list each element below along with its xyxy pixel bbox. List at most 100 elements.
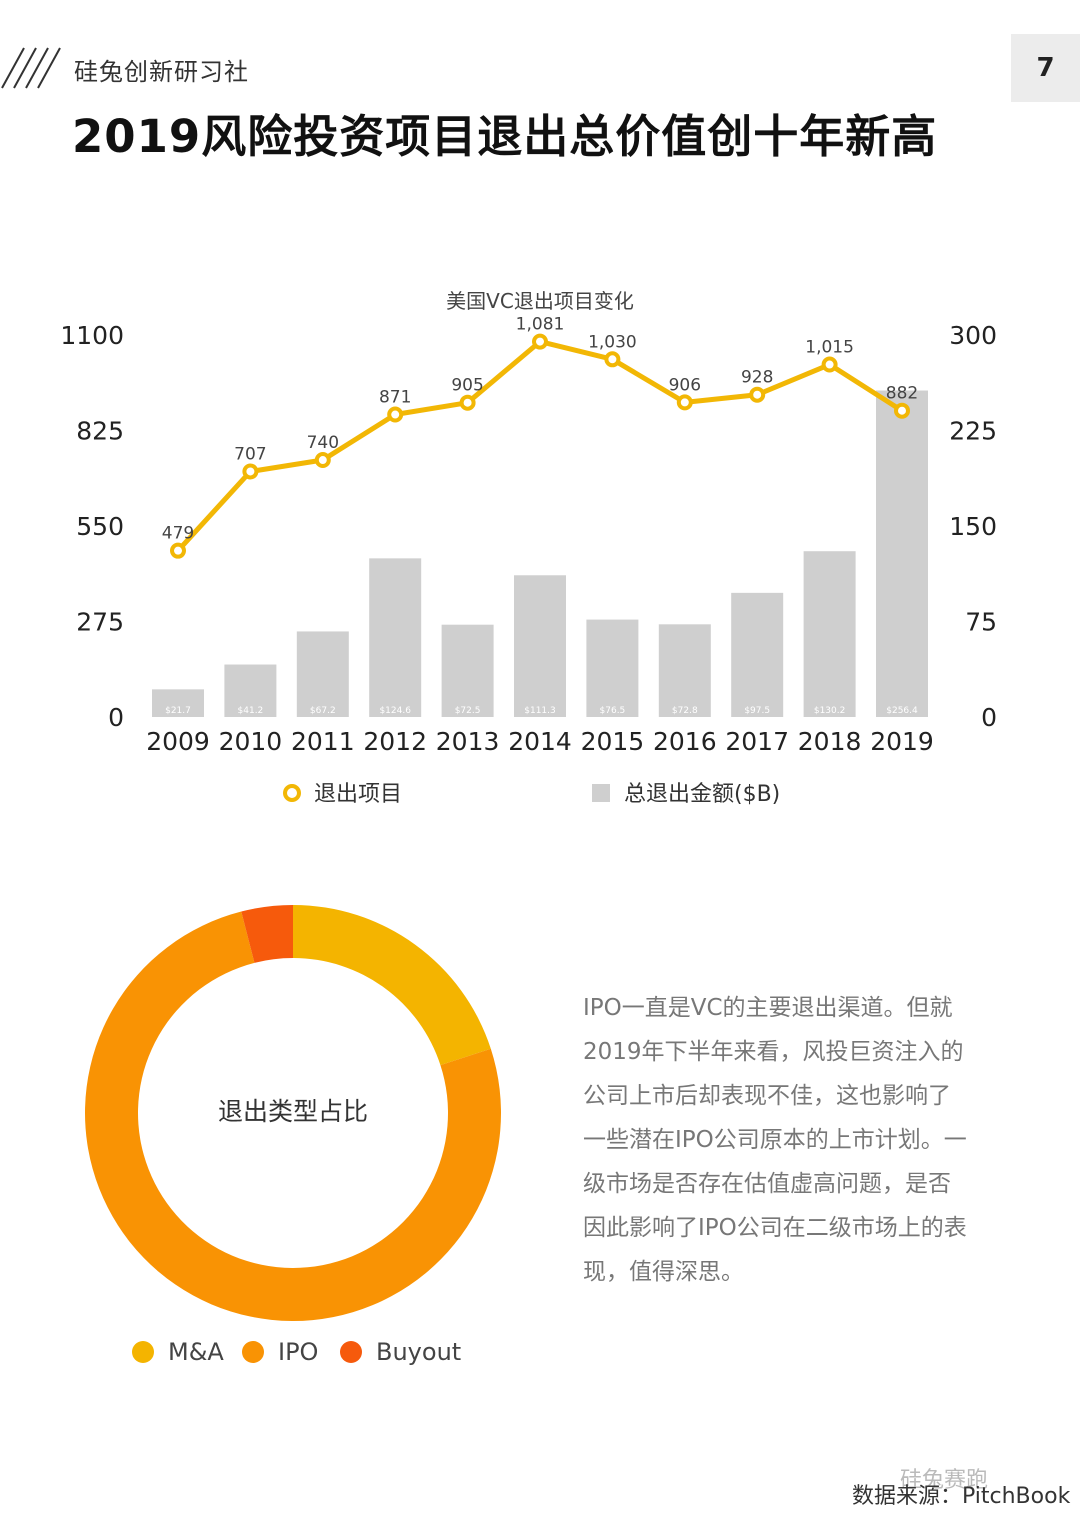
bar-value-label: $111.3 <box>524 706 556 716</box>
legend-ipo: IPO <box>242 1338 318 1366</box>
paragraph-line: 因此影响了IPO公司在二级市场上的表 <box>583 1215 967 1241</box>
paragraph-line: 级市场是否存在估值虚高问题，是否 <box>583 1171 951 1197</box>
legend-buyout-label: Buyout <box>376 1338 462 1366</box>
watermark: 硅兔赛跑 <box>900 1468 989 1493</box>
line-point-2009 <box>170 542 186 559</box>
donut-slice-buyout <box>241 905 293 963</box>
bar-2018 <box>803 551 856 717</box>
bar-value-label: $21.7 <box>165 706 191 716</box>
analysis-paragraph: IPO一直是VC的主要退出渠道。但就 2019年下半年来看，风投巨资注入的 公司… <box>583 986 1003 1294</box>
bar-value-label: $76.5 <box>600 706 626 716</box>
page-number: 7 <box>1011 34 1080 102</box>
line-point-2015 <box>604 351 621 368</box>
donut-chart <box>85 905 502 1321</box>
line-point-2017 <box>749 386 766 403</box>
left-axis-tick: 825 <box>76 417 124 446</box>
bar-2016 <box>658 624 711 717</box>
x-axis-tick: 2012 <box>363 727 427 756</box>
data-source: 数据来源：PitchBook <box>852 1484 1071 1509</box>
line-value-label: 905 <box>451 376 483 396</box>
bar-value-label: $124.6 <box>379 706 411 716</box>
line-point-2012 <box>387 406 404 423</box>
legend-ipo-dot <box>242 1341 264 1363</box>
legend-line-marker <box>283 784 301 802</box>
line-value-label: 928 <box>741 368 773 388</box>
left-axis-tick: 275 <box>76 608 124 637</box>
line-point-2018 <box>821 356 838 373</box>
right-axis-tick: 75 <box>965 608 997 637</box>
line-value-label: 906 <box>669 375 701 395</box>
x-axis-tick: 2013 <box>436 727 500 756</box>
legend-buyout-dot <box>340 1341 362 1363</box>
chart-title: 美国VC退出项目变化 <box>446 289 634 313</box>
exit-count-line <box>176 339 904 553</box>
bar-2009 <box>152 689 204 717</box>
x-axis-tick: 2017 <box>725 727 789 756</box>
bar-2010 <box>224 664 277 717</box>
brand-name: 硅兔创新研习社 <box>74 58 249 86</box>
right-axis-tick: 0 <box>981 703 997 732</box>
donut-slice-ma <box>293 905 491 1066</box>
x-axis-tick: 2019 <box>870 727 934 756</box>
page-number-text: 7 <box>1036 53 1055 83</box>
bar-line-chart: 美国VC退出项目变化 0 275 550 825 1100 0 75 150 225 300 $21.… <box>60 289 997 807</box>
legend-ipo-label: IPO <box>278 1338 319 1366</box>
legend-bar-marker <box>592 784 610 802</box>
bar-2014 <box>514 575 566 717</box>
paragraph-line: 公司上市后却表现不佳，这也影响了 <box>583 1083 951 1109</box>
line-point-2014 <box>532 333 548 350</box>
paragraph-line: IPO一直是VC的主要退出渠道。但就 <box>583 995 953 1021</box>
line-point-2016 <box>676 394 693 411</box>
legend-ma-dot <box>132 1341 154 1363</box>
x-axis-tick: 2015 <box>581 727 645 756</box>
line-value-label: 707 <box>234 444 266 464</box>
bar-2017 <box>731 592 784 717</box>
line-point-2019 <box>894 402 910 419</box>
line-point-2013 <box>459 394 476 411</box>
paragraph-line: 现，值得深思。 <box>583 1259 744 1285</box>
legend-ma: M&A <box>132 1338 224 1366</box>
x-axis-tick: 2010 <box>219 727 283 756</box>
x-axis-tick: 2011 <box>291 727 355 756</box>
line-value-label: 740 <box>307 433 339 453</box>
left-axis-tick: 1100 <box>60 321 124 350</box>
legend-buyout: Buyout <box>340 1338 461 1366</box>
bar-value-label: $97.5 <box>744 706 770 716</box>
right-axis-tick: 150 <box>949 512 997 541</box>
paragraph-line: 一些潜在IPO公司原本的上市计划。一 <box>583 1127 967 1153</box>
donut-title: 退出类型占比 <box>217 1097 368 1126</box>
bar-value-label: $41.2 <box>238 706 264 716</box>
line-value-label: 882 <box>886 384 918 404</box>
bar-value-label: $130.2 <box>814 706 846 716</box>
left-axis-tick: 0 <box>108 703 124 732</box>
line-value-label: 479 <box>162 524 194 544</box>
line-value-label: 871 <box>379 388 411 408</box>
bar-value-label: $72.5 <box>455 706 481 716</box>
paragraph-line: 2019年下半年来看，风投巨资注入的 <box>583 1039 964 1065</box>
right-axis-tick: 300 <box>949 321 997 350</box>
left-axis-tick: 550 <box>76 512 124 541</box>
page-title: 2019风险投资项目退出总价值创十年新高 <box>72 110 938 163</box>
line-point-2011 <box>314 452 331 469</box>
bar-2019 <box>876 390 928 717</box>
x-axis-tick: 2016 <box>653 727 717 756</box>
bar-2015 <box>586 619 639 717</box>
x-axis-tick: 2018 <box>798 727 862 756</box>
x-axis-tick: 2009 <box>146 727 210 756</box>
bar-2013 <box>441 624 494 717</box>
line-value-label: 1,081 <box>516 315 565 335</box>
bar-2012 <box>369 558 422 717</box>
line-point-2010 <box>242 463 259 480</box>
x-axis-tick: 2014 <box>508 727 572 756</box>
bar-2011 <box>296 631 349 717</box>
legend-line-label: 退出项目 <box>314 782 402 807</box>
legend-bar-label: 总退出金额($B) <box>624 782 780 807</box>
slash-decoration <box>1 47 61 89</box>
legend-ma-label: M&A <box>168 1338 224 1366</box>
bar-value-label: $67.2 <box>310 706 336 716</box>
bar-value-label: $256.4 <box>886 706 918 716</box>
right-axis-tick: 225 <box>949 417 997 446</box>
bar-value-label: $72.8 <box>672 706 698 716</box>
line-value-label: 1,015 <box>805 338 854 358</box>
line-value-label: 1,030 <box>588 332 637 352</box>
